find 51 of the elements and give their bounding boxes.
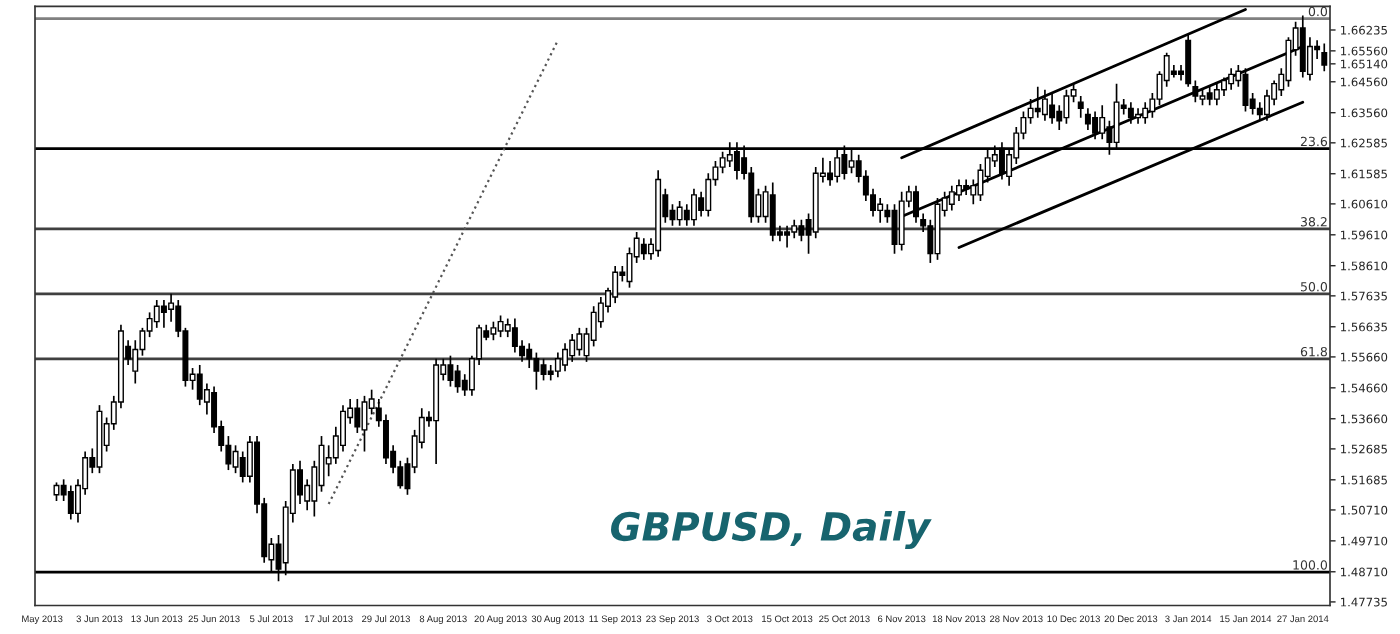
candlestick [1228,67,1235,91]
candlestick [705,172,712,218]
candlestick [784,225,791,249]
candlestick [196,364,203,406]
candlestick [877,197,884,224]
candlestick [690,187,697,227]
candlestick [554,351,561,379]
candlestick [1321,42,1328,73]
candlestick [590,305,597,348]
candlestick [526,342,533,369]
candlestick [1206,85,1213,107]
candlestick [612,265,619,304]
candlestick [1099,104,1106,141]
candlestick [533,351,540,391]
candlestick [153,299,160,329]
candlestick [955,178,962,202]
candlestick [562,342,569,372]
text: GBPUSD, Daily [611,511,932,549]
candlestick [1034,85,1041,119]
candlestick [1213,82,1220,107]
candlestick [963,178,970,196]
candlestick [1092,110,1099,141]
candlestick [948,184,955,212]
candlestick [511,317,518,354]
candlestick [1135,107,1142,125]
candlestick [447,354,454,388]
candlestick [1041,88,1048,122]
candlestick [676,200,683,227]
candlestick [1127,101,1134,125]
candlestick [1063,88,1070,125]
candlestick [354,398,361,434]
candlestick [497,314,504,338]
candlestick [576,327,583,357]
candlestick [1221,76,1227,97]
candlestick [239,450,246,484]
candlestick [791,218,798,240]
candlestick [977,163,984,202]
candlestick [640,237,647,261]
candlestick [540,357,547,382]
candlestick [67,484,74,521]
candlestick [798,218,805,243]
candlestick [160,299,167,329]
candlestick [232,444,239,474]
candlestick [569,333,576,363]
candlestick [1242,67,1249,113]
candlestick [454,364,461,394]
candlestick [361,395,368,453]
candlestick [1049,92,1056,125]
candlestick [490,320,497,342]
candlestick [1142,101,1149,125]
candlestick [769,181,776,243]
